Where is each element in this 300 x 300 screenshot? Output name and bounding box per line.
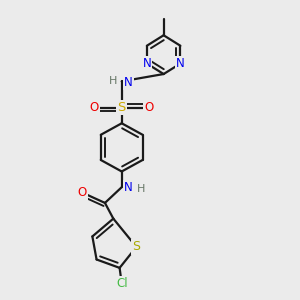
Text: S: S xyxy=(132,240,140,254)
Text: N: N xyxy=(142,57,151,70)
Text: H: H xyxy=(136,184,145,194)
Text: O: O xyxy=(144,101,154,114)
Text: N: N xyxy=(124,76,133,89)
Text: S: S xyxy=(118,101,126,114)
Text: O: O xyxy=(77,186,86,199)
Text: H: H xyxy=(109,76,118,86)
Text: N: N xyxy=(176,57,185,70)
Text: O: O xyxy=(90,101,99,114)
Text: Cl: Cl xyxy=(116,277,127,290)
Text: N: N xyxy=(124,181,133,194)
